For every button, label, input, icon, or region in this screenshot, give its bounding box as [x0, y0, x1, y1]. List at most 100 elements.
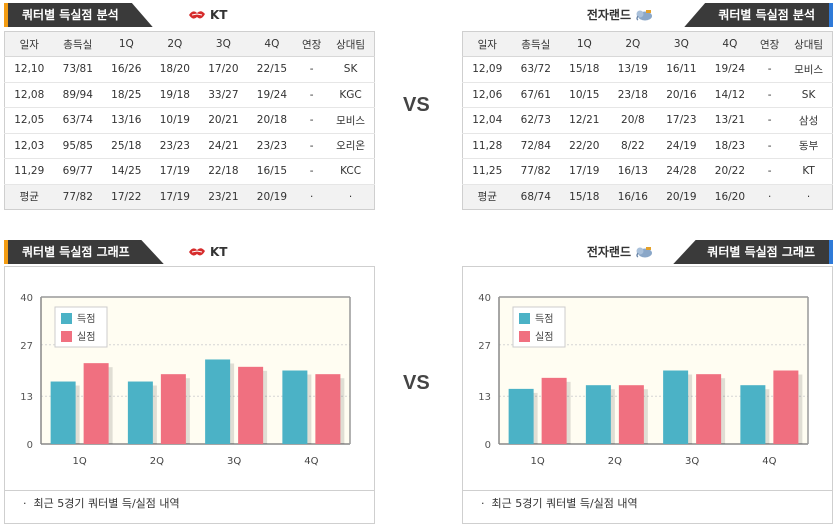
table-cell: 14/12: [705, 82, 755, 108]
average-row: 평균 68/74 15/18 16/16 20/19 16/20 · ·: [462, 184, 833, 210]
y-tick-label: 0: [485, 440, 491, 451]
table-cell: 동부: [785, 133, 833, 159]
column-header: 4Q: [247, 31, 297, 57]
left-table-header: 쿼터별 득실점 분석 KT: [4, 3, 375, 27]
table-cell: 10/15: [560, 82, 609, 108]
average-row: 평균 77/82 17/22 17/19 23/21 20/19 · ·: [4, 184, 375, 210]
table-cell: 77/82: [511, 158, 561, 185]
elephant-logo-icon: [636, 10, 652, 21]
column-header: 총득실: [53, 31, 103, 57]
table-cell: 20/22: [705, 158, 755, 185]
table-cell: SK: [327, 56, 375, 83]
legend-swatch: [519, 313, 530, 324]
left-graph-panel: 쿼터별 득실점 그래프 KT 0 13 27 40 1Q 2Q 3Q 4Q 득점 실점 · 최근 …: [4, 240, 375, 526]
x-tick-label: 3Q: [685, 456, 699, 467]
table-row: 11,29 69/77 14/25 17/19 22/18 16/15- KCC: [4, 158, 375, 185]
table-cell: 25/18: [102, 133, 151, 159]
average-cell: 17/22: [102, 184, 151, 210]
table-cell: 67/61: [511, 82, 561, 108]
score-bar: [740, 385, 766, 444]
left-team-label: KT: [188, 3, 227, 27]
loss-bar: [160, 374, 186, 444]
column-header: 2Q: [150, 31, 200, 57]
legend-label: 득점: [535, 313, 553, 325]
score-bar: [663, 370, 689, 444]
table-row: 12,09 63/72 15/18 13/19 16/11 19/24- 모비스: [462, 56, 833, 83]
legend-label: 실점: [77, 331, 95, 343]
table-cell: 23/23: [247, 133, 297, 159]
table-cell: 14/25: [102, 158, 151, 185]
legend-label: 득점: [77, 313, 95, 325]
column-header: 1Q: [560, 31, 609, 57]
table-cell: 12,06: [462, 82, 512, 108]
table-row: 12,08 89/94 18/25 19/18 33/27 19/24- KGC: [4, 82, 375, 108]
x-tick-label: 1Q: [73, 456, 87, 467]
right-table-header: 전자랜드 쿼터별 득실점 분석: [462, 3, 833, 27]
right-graph-team-label: 전자랜드: [587, 240, 653, 264]
y-tick-label: 13: [478, 392, 491, 403]
score-bar: [508, 388, 534, 444]
right-chart-note: · 최근 5경기 쿼터별 득/실점 내역: [462, 484, 833, 524]
x-tick-label: 4Q: [304, 456, 318, 467]
average-cell: ·: [785, 184, 833, 210]
table-cell: 11,28: [462, 133, 512, 159]
left-table-title: 쿼터별 득실점 분석: [4, 3, 153, 27]
score-bar: [50, 381, 76, 444]
column-header: 상대팀: [327, 31, 375, 57]
column-header: 상대팀: [785, 31, 833, 57]
table-cell: SK: [785, 82, 833, 108]
table-cell: 12,03: [4, 133, 54, 159]
right-table-title: 쿼터별 득실점 분석: [684, 3, 833, 27]
table-cell: 8/22: [608, 133, 658, 159]
vs-label-top: VS: [403, 94, 430, 116]
x-tick-label: 2Q: [150, 456, 164, 467]
table-cell: 17/23: [657, 107, 706, 134]
right-graph-header: 전자랜드 쿼터별 득실점 그래프: [462, 240, 833, 264]
table-cell: -: [754, 107, 786, 134]
table-row: 11,25 77/82 17/19 16/13 24/28 20/22- KT: [462, 158, 833, 185]
table-cell: 13/19: [608, 56, 658, 83]
table-cell: 12/21: [560, 107, 609, 134]
table-row: 12,05 63/74 13/16 10/19 20/21 20/18- 모비스: [4, 107, 375, 134]
right-note-text: 최근 5경기 쿼터별 득/실점 내역: [491, 497, 638, 510]
loss-bar: [773, 370, 799, 444]
table-cell: KT: [785, 158, 833, 185]
kt-logo-icon: [189, 11, 205, 19]
x-tick-label: 3Q: [227, 456, 241, 467]
average-cell: 68/74: [511, 184, 561, 210]
average-cell: 15/18: [560, 184, 609, 210]
table-cell: 73/81: [53, 56, 103, 83]
table-cell: 23/23: [150, 133, 200, 159]
table-cell: 63/72: [511, 56, 561, 83]
table-row: 12,10 73/81 16/26 18/20 17/20 22/15- SK: [4, 56, 375, 83]
right-table-panel: 전자랜드 쿼터별 득실점 분석 일자 총득실 1Q 2Q 3Q 4Q 연장 상대팀 12,09…: [462, 3, 833, 210]
column-header: 3Q: [199, 31, 248, 57]
right-graph-title: 쿼터별 득실점 그래프: [673, 240, 833, 264]
table-cell: 19/24: [705, 56, 755, 83]
column-header: 연장: [754, 31, 786, 57]
table-cell: 20/8: [608, 107, 658, 134]
column-header: 일자: [4, 31, 54, 57]
table-cell: 12,08: [4, 82, 54, 108]
left-chart-note: · 최근 5경기 쿼터별 득/실점 내역: [4, 484, 375, 524]
score-bar: [585, 385, 611, 444]
y-tick-label: 13: [20, 392, 33, 403]
table-cell: -: [296, 107, 328, 134]
table-cell: 95/85: [53, 133, 103, 159]
loss-bar: [315, 374, 341, 444]
table-cell: 12,04: [462, 107, 512, 134]
legend-swatch: [61, 331, 72, 342]
average-cell: 평균: [4, 184, 54, 210]
table-cell: 12,10: [4, 56, 54, 83]
column-header: 연장: [296, 31, 328, 57]
table-header-row: 일자 총득실 1Q 2Q 3Q 4Q 연장 상대팀: [4, 31, 375, 57]
kt-logo-icon: [189, 248, 205, 256]
left-table-panel: 쿼터별 득실점 분석 KT 일자 총득실 1Q 2Q 3Q 4Q 연장 상대팀 12,10 73…: [4, 3, 375, 210]
column-header: 4Q: [705, 31, 755, 57]
loss-bar: [238, 366, 264, 444]
right-team-label: 전자랜드: [587, 3, 653, 27]
average-cell: 23/21: [199, 184, 248, 210]
table-row: 12,04 62/73 12/21 20/8 17/23 13/21- 삼성: [462, 107, 833, 134]
average-cell: 평균: [462, 184, 512, 210]
